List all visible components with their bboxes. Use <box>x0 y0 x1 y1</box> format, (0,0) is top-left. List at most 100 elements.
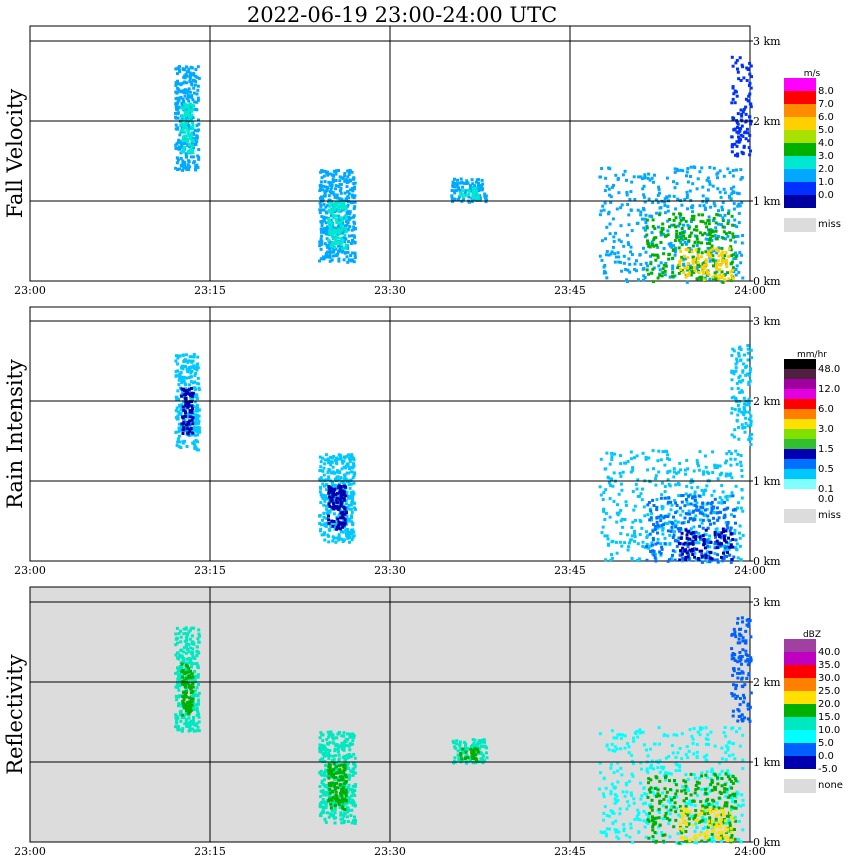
echo-pixel <box>180 403 184 407</box>
echo-pixel <box>673 186 677 190</box>
echo-pixel <box>343 477 347 481</box>
echo-pixel <box>339 183 343 186</box>
echo-pixel <box>601 204 605 208</box>
echo-pixel <box>736 803 740 807</box>
echo-pixel <box>319 237 323 241</box>
echo-pixel <box>732 92 736 96</box>
echo-pixel <box>343 172 347 175</box>
echo-pixel <box>350 798 354 802</box>
echo-pixel <box>636 478 640 482</box>
echo-pixel <box>334 172 338 176</box>
echo-pixel <box>729 197 733 201</box>
echo-pixel <box>466 188 470 192</box>
echo-pixel <box>731 116 735 120</box>
echo-pixel <box>716 235 720 238</box>
echo-pixel <box>725 494 729 498</box>
echo-pixel <box>328 504 332 508</box>
echo-pixel <box>335 781 338 785</box>
echo-pixel <box>182 91 186 95</box>
echo-pixel <box>192 161 196 165</box>
echo-pixel <box>727 219 730 223</box>
echo-pixel <box>322 174 326 178</box>
echo-pixel <box>733 101 737 105</box>
echo-pixel <box>348 457 351 461</box>
echo-pixel <box>734 61 738 65</box>
echo-pixel <box>730 411 734 415</box>
echo-pixel <box>327 772 331 776</box>
echo-pixel <box>732 514 736 518</box>
echo-pixel <box>329 226 333 230</box>
echo-pixel <box>320 224 324 228</box>
echo-pixel <box>337 802 341 806</box>
echo-pixel <box>335 470 339 474</box>
echo-pixel <box>601 831 605 835</box>
echo-pixel <box>335 515 339 519</box>
echo-pixel <box>723 515 727 519</box>
echo-pixel <box>694 514 698 518</box>
echo-pixel <box>178 429 182 433</box>
echo-pixel <box>196 645 199 649</box>
echo-pixel <box>708 242 712 245</box>
echo-pixel <box>347 503 351 507</box>
echo-pixel <box>342 498 346 502</box>
echo-pixel <box>452 741 456 745</box>
echo-pixel <box>320 773 324 777</box>
echo-pixel <box>680 243 684 247</box>
echo-pixel <box>190 672 194 676</box>
echo-pixel <box>663 203 667 207</box>
echo-pixel <box>740 150 744 154</box>
echo-pixel <box>184 703 188 707</box>
echo-pixel <box>683 266 687 270</box>
echo-pixel <box>353 815 356 819</box>
echo-pixel <box>735 144 739 148</box>
echo-pixel <box>342 746 346 750</box>
echo-pixel <box>325 225 329 229</box>
echo-pixel <box>635 487 639 491</box>
echo-pixel <box>692 532 696 536</box>
echo-pixel <box>179 156 183 160</box>
echo-pixel <box>177 138 181 142</box>
echo-pixel <box>641 730 645 734</box>
echo-pixel <box>608 232 612 236</box>
echo-pixel <box>691 549 695 553</box>
echo-pixel <box>350 228 354 232</box>
echo-pixel <box>331 254 335 258</box>
echo-pixel <box>679 218 683 222</box>
echo-pixel <box>352 734 356 738</box>
echo-pixel <box>351 536 355 540</box>
echo-pixel <box>623 541 627 545</box>
echo-pixel <box>702 266 706 270</box>
echo-pixel <box>455 188 459 192</box>
echo-pixel <box>337 745 341 749</box>
echo-pixel <box>703 818 707 822</box>
echo-pixel <box>350 794 354 798</box>
echo-pixel <box>701 827 705 831</box>
echo-pixel <box>744 410 748 414</box>
echo-pixel <box>344 799 348 803</box>
echo-pixel <box>197 691 201 695</box>
echo-pixel <box>695 826 699 830</box>
echo-pixel <box>684 801 688 805</box>
echo-pixel <box>645 812 648 816</box>
echo-pixel <box>347 517 351 521</box>
echo-pixel <box>748 102 752 106</box>
echo-pixel <box>740 469 744 472</box>
echo-pixel <box>716 518 720 522</box>
echo-pixel <box>333 246 337 249</box>
echo-pixel <box>181 669 185 673</box>
echo-pixel <box>336 224 340 228</box>
echo-pixel <box>187 696 191 700</box>
echo-pixel <box>636 735 640 739</box>
echo-pixel <box>618 471 622 475</box>
echo-pixel <box>730 834 734 837</box>
echo-pixel <box>327 194 331 198</box>
echo-pixel <box>321 783 325 787</box>
echo-pixel <box>346 211 350 215</box>
echo-pixel <box>650 271 654 275</box>
echo-pixel <box>327 776 331 780</box>
echo-pixel <box>195 92 199 96</box>
echo-pixel <box>190 663 194 667</box>
echo-pixel <box>684 472 687 476</box>
echo-pixel <box>708 534 712 538</box>
echo-pixel <box>681 169 685 173</box>
